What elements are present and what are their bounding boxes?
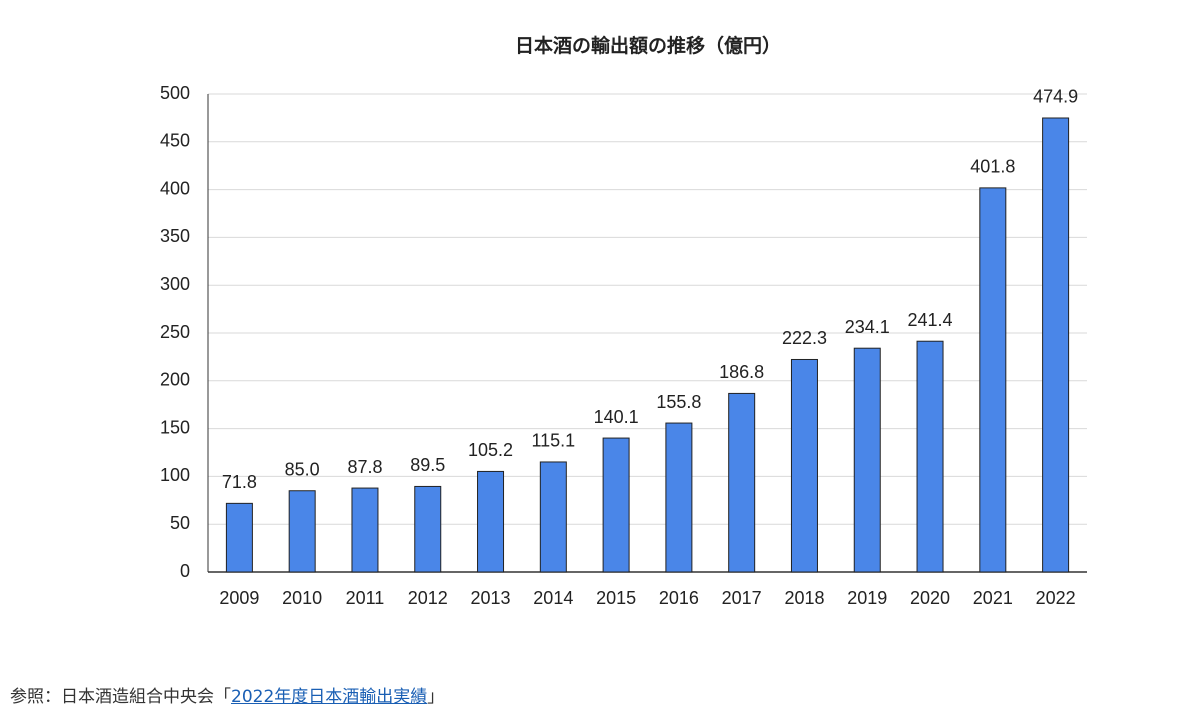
x-tick-label: 2015	[596, 588, 636, 608]
bar	[288, 490, 316, 573]
x-tick-label: 2010	[282, 588, 322, 608]
y-tick-label: 100	[160, 465, 190, 485]
bar	[853, 347, 881, 573]
bar	[225, 502, 253, 573]
bar	[1042, 117, 1070, 573]
value-label: 85.0	[285, 459, 320, 479]
y-tick-label: 0	[180, 561, 190, 581]
y-tick-label: 400	[160, 178, 190, 198]
x-tick-label: 2020	[910, 588, 950, 608]
x-tick-label: 2016	[659, 588, 699, 608]
x-tick-label: 2014	[533, 588, 573, 608]
bar	[728, 392, 756, 573]
bar	[979, 187, 1007, 573]
y-tick-label: 350	[160, 226, 190, 246]
value-label: 241.4	[908, 310, 953, 330]
x-tick-label: 2018	[784, 588, 824, 608]
source-prefix: 参照：日本酒造組合中央会「	[10, 687, 231, 707]
bar	[790, 358, 818, 573]
value-label: 474.9	[1033, 87, 1078, 107]
bar	[477, 470, 505, 573]
y-tick-label: 50	[170, 513, 190, 533]
value-label: 186.8	[719, 362, 764, 382]
value-label: 155.8	[656, 392, 701, 412]
chart: 日本酒の輸出額の推移（億円） 0 50 100 150 200 250 300 350 400 4…	[160, 34, 1087, 608]
value-label: 71.8	[222, 472, 257, 492]
value-label: 234.1	[845, 317, 890, 337]
y-tick-label: 150	[160, 417, 190, 437]
source-note: 参照：日本酒造組合中央会「2022年度日本酒輸出実績」	[10, 682, 444, 707]
value-label: 115.1	[531, 431, 575, 451]
x-tick-label: 2009	[219, 588, 259, 608]
x-tick-label: 2011	[346, 588, 385, 608]
value-label: 105.2	[468, 440, 513, 460]
bar	[916, 340, 944, 573]
value-label: 89.5	[410, 455, 445, 475]
bar	[414, 485, 442, 573]
x-tick-label: 2022	[1036, 588, 1076, 608]
value-label: 222.3	[782, 328, 827, 348]
x-tick-label: 2013	[471, 588, 511, 608]
y-tick-label: 500	[160, 83, 190, 103]
value-label: 87.8	[347, 457, 382, 477]
x-tick-label: 2019	[847, 588, 887, 608]
bar	[665, 422, 693, 573]
source-link[interactable]: 2022年度日本酒輸出実績	[231, 687, 428, 707]
y-tick-label: 450	[160, 131, 190, 151]
x-tick-label: 2017	[722, 588, 762, 608]
chart-title: 日本酒の輸出額の推移（億円）	[515, 34, 781, 57]
y-tick-label: 200	[160, 370, 190, 390]
bar	[351, 487, 379, 573]
value-label: 401.8	[970, 157, 1015, 177]
bar	[539, 461, 567, 573]
source-suffix: 」	[427, 687, 445, 707]
x-tick-label: 2021	[973, 588, 1013, 608]
y-tick-label: 300	[160, 274, 190, 294]
bar	[602, 437, 630, 573]
value-label: 140.1	[594, 407, 639, 427]
y-tick-label: 250	[160, 322, 190, 342]
x-tick-label: 2012	[408, 588, 448, 608]
